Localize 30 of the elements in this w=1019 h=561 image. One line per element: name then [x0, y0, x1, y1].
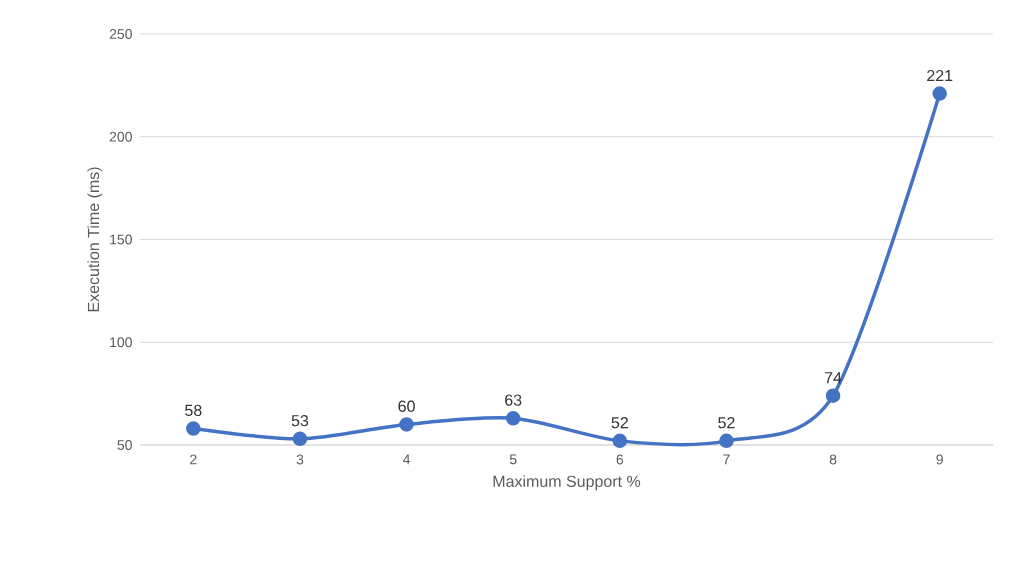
x-tick-label: 9 [936, 454, 943, 465]
data-label: 58 [185, 404, 202, 417]
point [612, 433, 628, 449]
x-tick-label: 8 [829, 454, 837, 465]
data-label: 52 [611, 417, 628, 429]
point [186, 421, 201, 436]
y-tick-label: 100 [110, 337, 132, 348]
point [825, 388, 841, 403]
x-tick-label: 4 [403, 454, 411, 465]
y-axis-title: Execution Time (ms) [87, 167, 103, 312]
y-tick-label: 150 [110, 234, 132, 245]
data-label: 221 [927, 69, 953, 82]
point [719, 433, 734, 449]
y-tick-label: 50 [117, 440, 132, 450]
point [292, 431, 308, 447]
point [932, 86, 947, 101]
y-tick-label: 200 [109, 131, 132, 142]
data-label: 60 [398, 400, 415, 412]
data-label: 53 [291, 414, 309, 427]
point [399, 417, 414, 432]
data-label: 52 [718, 417, 735, 429]
point [505, 411, 521, 426]
x-tick-label: 6 [616, 454, 624, 465]
x-tick-label: 7 [723, 454, 730, 465]
x-tick-label: 5 [509, 454, 517, 465]
x-tick-label: 2 [190, 454, 197, 465]
x-tick-label: 3 [296, 454, 304, 465]
y-tick-label: 250 [109, 29, 132, 39]
data-label: 63 [505, 394, 522, 406]
x-axis-title: Maximum Support % [493, 475, 641, 491]
